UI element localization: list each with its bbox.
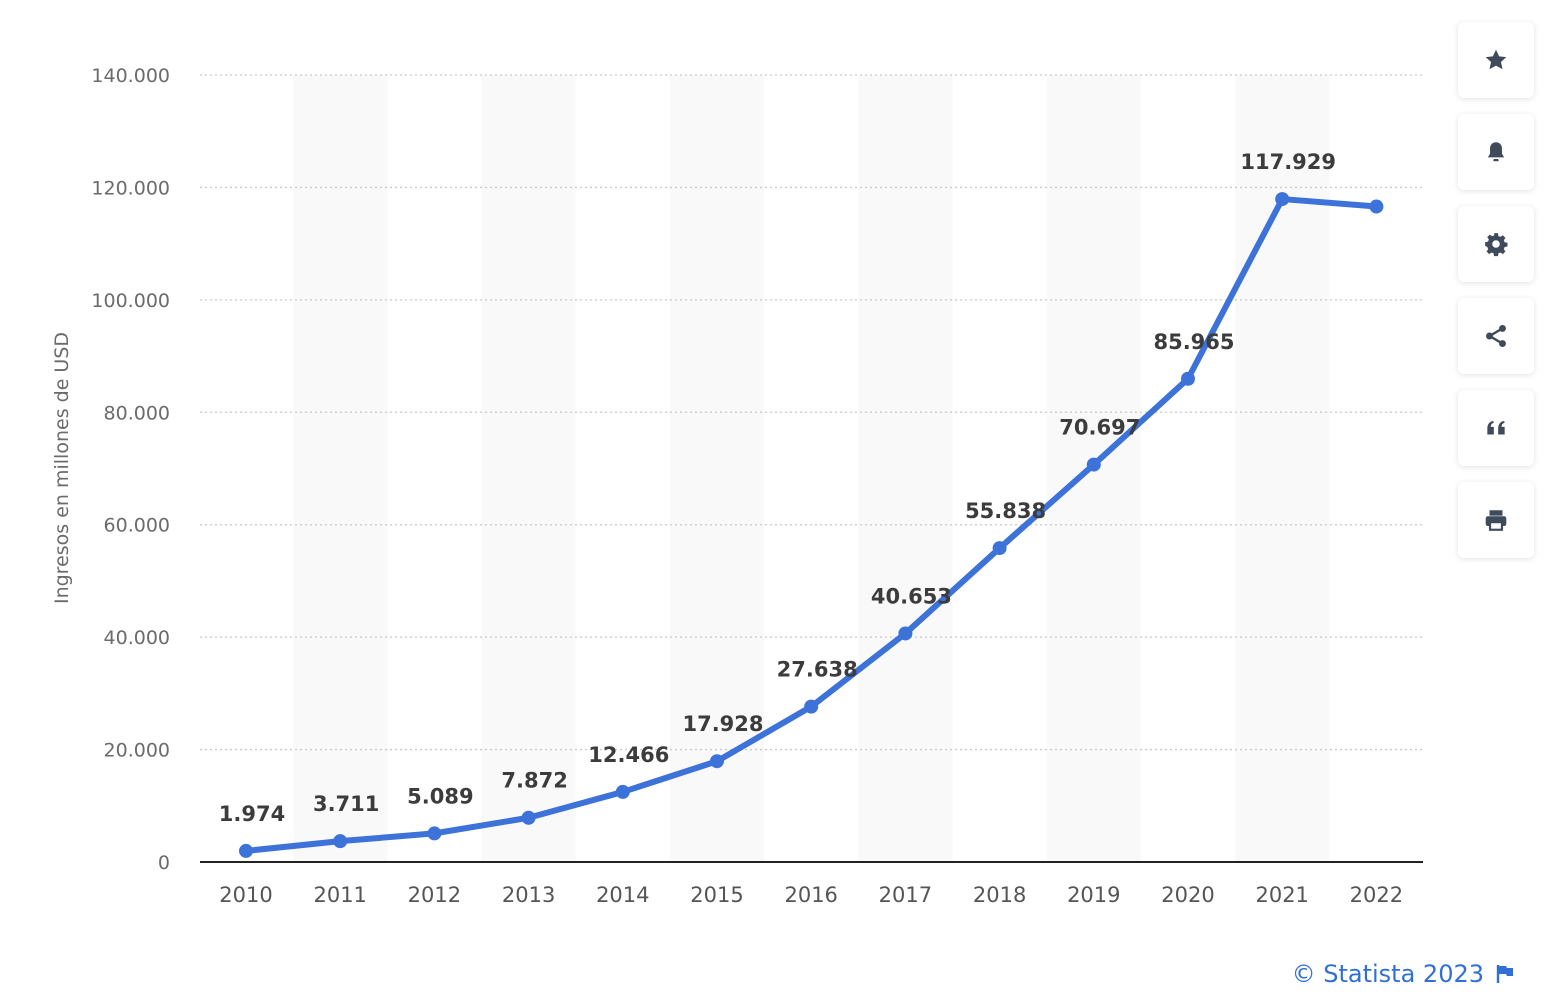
data-point[interactable] (804, 699, 819, 714)
favorite-button[interactable] (1458, 22, 1534, 98)
toolbar (1458, 22, 1534, 574)
data-label: 5.089 (407, 784, 473, 808)
data-point[interactable] (521, 810, 536, 825)
data-labels: 1.974 3.711 5.089 7.872 12.466 17.928 27.638 40… (219, 150, 1336, 826)
y-tick-label: 60.000 (104, 515, 170, 537)
bell-icon (1487, 142, 1505, 162)
star-icon (1485, 49, 1507, 70)
column-band (1235, 75, 1330, 862)
x-tick-label: 2016 (784, 883, 837, 907)
x-tick-label: 2018 (973, 883, 1026, 907)
notification-button[interactable] (1458, 114, 1534, 190)
flag-icon[interactable] (1496, 964, 1514, 984)
x-tick-label: 2019 (1067, 883, 1120, 907)
data-label: 85.965 (1153, 330, 1234, 354)
x-tick-label: 2015 (690, 883, 743, 907)
credit-text[interactable]: © Statista 2023 (1291, 960, 1484, 988)
data-label: 40.653 (871, 584, 952, 608)
data-point[interactable] (1086, 457, 1101, 472)
x-tick-label: 2012 (408, 883, 461, 907)
print-button[interactable] (1458, 482, 1534, 558)
y-tick-label: 140.000 (91, 65, 170, 87)
x-tick-label: 2017 (879, 883, 932, 907)
column-band (669, 75, 765, 862)
data-label: 17.928 (682, 712, 763, 736)
share-icon (1486, 324, 1506, 348)
data-label: 70.697 (1059, 416, 1140, 440)
data-point[interactable] (239, 843, 253, 858)
y-tick-label: 120.000 (91, 177, 170, 199)
data-point[interactable] (1369, 199, 1384, 214)
data-point[interactable] (1275, 192, 1290, 207)
gridlines (200, 74, 1423, 863)
data-point[interactable] (333, 834, 348, 849)
x-tick-label: 2020 (1161, 883, 1214, 907)
data-point[interactable] (1181, 371, 1195, 386)
data-label: 1.974 (219, 802, 285, 826)
cite-button[interactable] (1458, 390, 1534, 466)
y-tick-label: 100.000 (91, 290, 170, 312)
statista-credit[interactable]: © Statista 2023 (1292, 960, 1514, 988)
x-tick-label: 2014 (596, 883, 649, 907)
x-axis-ticks: 2010 2011 2012 2013 2014 2015 2016 2017 2018 2019… (219, 883, 1403, 907)
settings-button[interactable] (1458, 206, 1534, 282)
x-tick-label: 2022 (1350, 883, 1403, 907)
quote-icon (1487, 420, 1505, 435)
print-icon (1485, 510, 1507, 531)
column-band (858, 75, 953, 862)
y-axis-ticks: 0 20.000 40.000 60.000 80.000 100.000 120.000 1… (91, 65, 170, 874)
x-tick-label: 2010 (219, 883, 272, 907)
data-label: 3.711 (313, 792, 379, 816)
y-tick-label: 40.000 (104, 627, 170, 649)
share-button[interactable] (1458, 298, 1534, 374)
data-label: 117.929 (1240, 150, 1336, 174)
x-tick-label: 2011 (313, 883, 366, 907)
series-points (239, 192, 1384, 858)
data-label: 55.838 (965, 499, 1046, 523)
column-band (481, 75, 576, 862)
data-label: 12.466 (588, 743, 669, 767)
gear-icon (1485, 233, 1508, 257)
data-point[interactable] (898, 626, 913, 641)
column-band (293, 75, 388, 862)
y-axis-label: Ingresos en millones de USD (51, 332, 73, 604)
data-point[interactable] (992, 541, 1007, 556)
y-tick-label: 0 (158, 852, 170, 874)
data-point[interactable] (615, 784, 630, 799)
data-label: 27.638 (777, 658, 858, 682)
y-tick-label: 20.000 (104, 740, 170, 762)
data-label: 7.872 (501, 769, 567, 793)
x-tick-label: 2021 (1255, 883, 1308, 907)
y-tick-label: 80.000 (104, 402, 170, 424)
column-bands (293, 75, 1330, 862)
data-point[interactable] (710, 754, 724, 769)
data-point[interactable] (427, 826, 442, 841)
x-tick-label: 2013 (502, 883, 555, 907)
line-chart: 0 20.000 40.000 60.000 80.000 100.000 120.000 1… (51, 65, 1423, 907)
